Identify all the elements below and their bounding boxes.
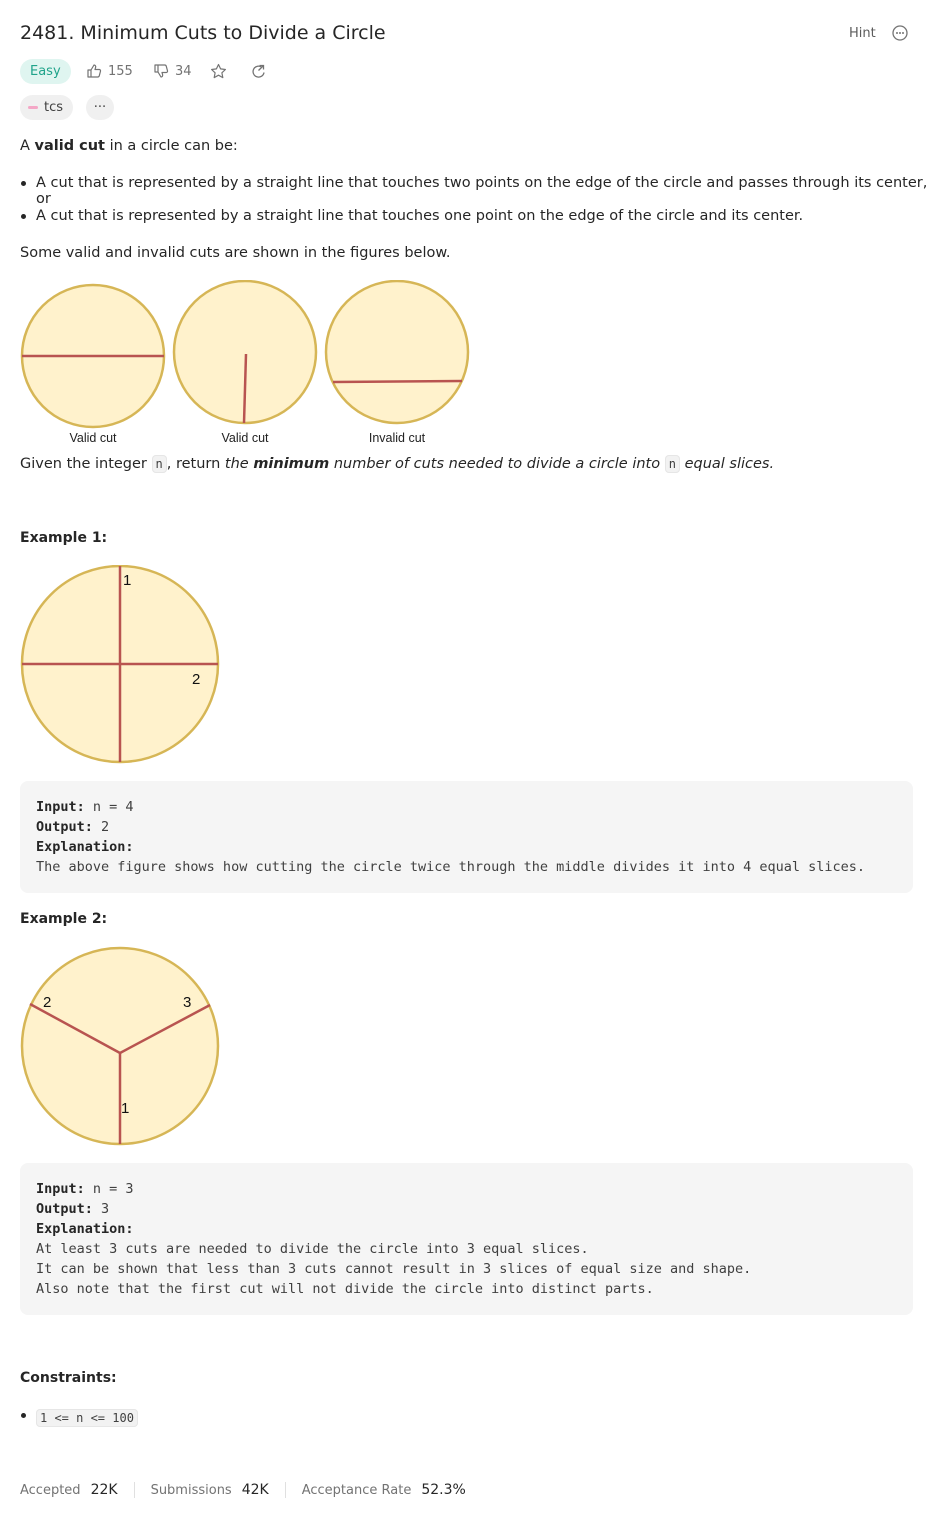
bullet-dot xyxy=(21,1413,26,1418)
tag-label: tcs xyxy=(44,100,64,115)
example-2-figure: 2 3 1 xyxy=(20,946,220,1146)
cut-label: 2 xyxy=(192,671,200,688)
input-value: n = 4 xyxy=(84,799,134,815)
cut-label: 3 xyxy=(183,994,191,1011)
thumbs-up-icon xyxy=(87,64,102,78)
explanation-line: It can be shown that less than 3 cuts ca… xyxy=(36,1261,752,1277)
more-options-icon[interactable] xyxy=(892,25,908,41)
example-1-heading: Example 1: xyxy=(20,530,108,546)
bullet-dot xyxy=(21,214,26,219)
dislike-count: 34 xyxy=(175,63,192,79)
task-statement: Given the integer n, return the minimum … xyxy=(20,455,775,473)
explanation-line: Also note that the first cut will not di… xyxy=(36,1281,654,1297)
cut-rule-item: A cut that is represented by a straight … xyxy=(36,175,928,207)
submissions-value: 42K xyxy=(241,1482,269,1498)
example-1-figure: 1 2 xyxy=(20,565,220,764)
tag-icon xyxy=(28,106,38,109)
share-icon[interactable] xyxy=(250,63,267,80)
intro-text: A valid cut in a circle can be: xyxy=(20,138,238,154)
cut-label: 1 xyxy=(121,1100,129,1117)
inline-code-n: n xyxy=(151,455,167,473)
acceptance-rate-label: Acceptance Rate xyxy=(301,1482,412,1498)
bullet-dot xyxy=(21,181,26,186)
figure-caption: Invalid cut xyxy=(368,431,426,445)
example-1-block: Input: n = 4 Output: 2 Explanation: The … xyxy=(20,781,913,893)
problem-title: 2481. Minimum Cuts to Divide a Circle xyxy=(20,22,386,44)
divider xyxy=(133,1482,135,1498)
constraint-item: 1 <= n <= 100 xyxy=(36,1407,138,1427)
inline-code-n: n xyxy=(664,455,680,473)
output-value: 3 xyxy=(92,1201,110,1217)
cut-label: 2 xyxy=(43,994,51,1011)
accepted-value: 22K xyxy=(90,1482,118,1498)
like-button[interactable]: 155 xyxy=(86,63,133,79)
input-value: n = 3 xyxy=(84,1181,134,1197)
difficulty-badge: Easy xyxy=(20,59,71,84)
figures-note: Some valid and invalid cuts are shown in… xyxy=(20,245,451,261)
hint-button[interactable]: Hint xyxy=(849,26,876,41)
submission-stats: Accepted 22K Submissions 42K Acceptance … xyxy=(20,1482,466,1498)
example-2-heading: Example 2: xyxy=(20,911,108,927)
cut-rule-item: A cut that is represented by a straight … xyxy=(36,208,804,224)
minimum-term: minimum xyxy=(253,456,330,472)
more-tags-button[interactable]: ··· xyxy=(86,95,114,120)
figure-caption: Valid cut xyxy=(69,431,117,445)
submissions-label: Submissions xyxy=(150,1482,232,1498)
valid-cut-radius-diagram xyxy=(172,280,318,425)
explanation-line: At least 3 cuts are needed to divide the… xyxy=(36,1241,589,1257)
thumbs-down-icon xyxy=(154,64,169,78)
star-icon[interactable] xyxy=(210,63,227,80)
dislike-button[interactable]: 34 xyxy=(153,63,192,79)
divider xyxy=(284,1482,286,1498)
cut-label: 1 xyxy=(123,572,131,589)
constraint-code: 1 <= n <= 100 xyxy=(36,1409,138,1427)
explanation-line: The above figure shows how cutting the c… xyxy=(36,859,866,875)
acceptance-rate-value: 52.3% xyxy=(421,1482,466,1498)
invalid-cut-diagram xyxy=(324,280,470,425)
constraints-heading: Constraints: xyxy=(20,1370,117,1386)
valid-cut-term: valid cut xyxy=(34,138,105,154)
figure-caption: Valid cut xyxy=(221,431,269,445)
accepted-label: Accepted xyxy=(20,1482,81,1498)
like-count: 155 xyxy=(108,63,133,79)
example-2-block: Input: n = 3 Output: 3 Explanation: At l… xyxy=(20,1163,913,1315)
valid-cut-diameter-diagram xyxy=(20,283,166,429)
topic-tag-chip[interactable]: tcs xyxy=(20,95,74,120)
cut-examples-figure xyxy=(20,280,470,429)
output-value: 2 xyxy=(92,819,110,835)
